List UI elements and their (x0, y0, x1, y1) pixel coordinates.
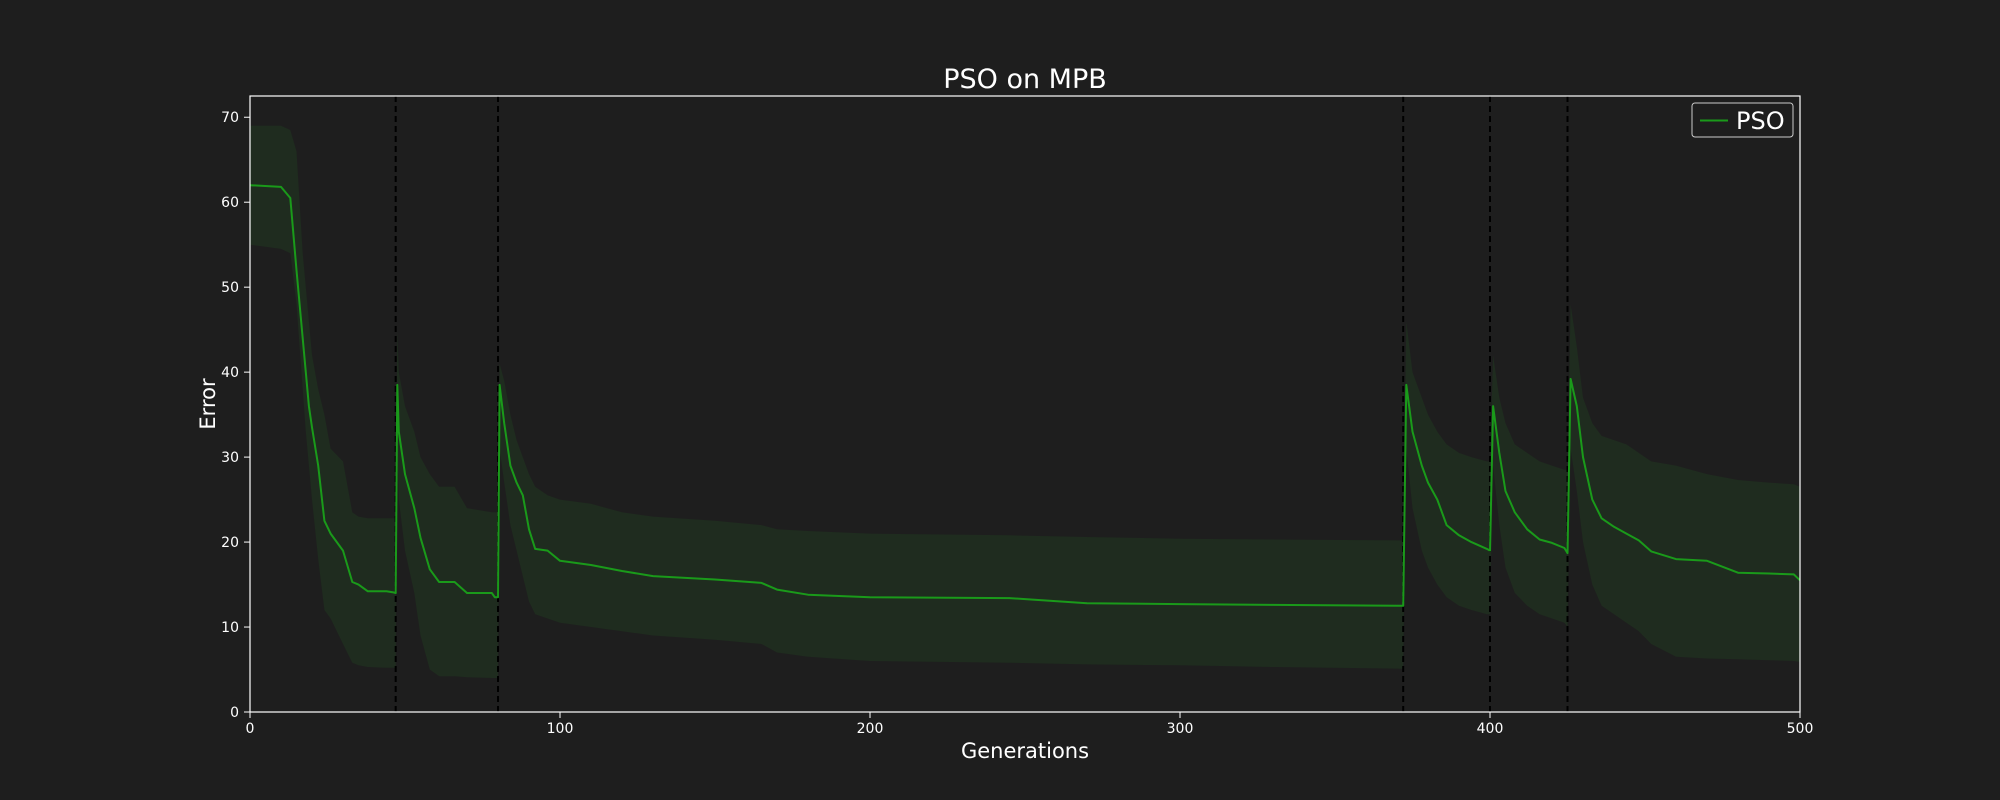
y-tick-label: 0 (230, 705, 239, 721)
x-tick-label: 200 (857, 721, 884, 737)
chart-title: PSO on MPB (943, 64, 1107, 95)
y-axis-ticks: 0 10 20 30 40 50 60 70 (221, 110, 250, 721)
std-band-layer (250, 125, 1800, 678)
y-tick-label: 20 (221, 535, 239, 551)
change-point-lines (394, 96, 1569, 712)
legend: PSO (1691, 102, 1794, 138)
series-line-pso (249, 184, 1801, 607)
x-tick-label: 400 (1477, 721, 1504, 737)
legend-box (1691, 102, 1794, 138)
axes-frame (249, 95, 1801, 713)
x-axis-ticks: 0 100 200 300 400 500 (246, 712, 1814, 737)
series-line-layer (249, 184, 1801, 607)
x-tick-label: 500 (1787, 721, 1814, 737)
x-axis-title: Generations (961, 739, 1089, 763)
x-tick-label: 100 (547, 721, 574, 737)
y-axis-title: Error (196, 378, 220, 430)
series-std-band (250, 125, 1800, 678)
y-tick-label: 10 (221, 620, 239, 636)
plot-area (249, 96, 1801, 712)
y-tick-label: 40 (221, 365, 239, 381)
y-tick-label: 60 (221, 195, 239, 211)
y-tick-label: 30 (221, 450, 239, 466)
y-tick-label: 70 (221, 110, 239, 126)
x-tick-label: 0 (246, 721, 255, 737)
x-tick-label: 300 (1167, 721, 1194, 737)
legend-label: PSO (1736, 107, 1785, 135)
y-tick-label: 50 (221, 280, 239, 296)
